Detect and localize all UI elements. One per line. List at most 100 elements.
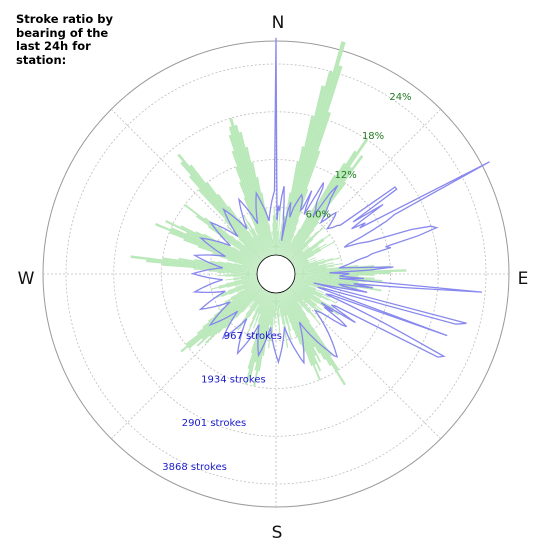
ratio-wedge [294,278,326,288]
ratio-wedge [294,275,367,283]
ratio-wedge [254,292,272,363]
ratio-wedge [242,288,264,313]
ratio-wedge [283,234,295,257]
ratio-wedge [221,281,259,297]
ratio-wedge [284,215,309,258]
ratio-wedge [161,263,258,273]
ratio-wedge [289,286,308,304]
percent-ring-label: 6.0% [306,209,331,220]
ratio-wedge [237,240,262,262]
ratio-wedge [281,291,298,338]
ratio-wedge [242,264,258,270]
ratio-wedge [282,204,304,257]
ratio-wedge [251,290,268,320]
ratio-wedge [293,280,310,286]
ratio-wedge [294,274,375,276]
ratio-wedge [234,263,258,270]
ratio-wedge [280,115,315,256]
ratio-wedge [281,65,343,256]
ratio-wedge [248,221,268,258]
ratio-wedge [267,292,275,349]
ratio-wedge [289,244,308,262]
ratio-wedge [146,259,258,273]
ratio-wedge [271,292,275,333]
ratio-wedge [217,226,262,263]
ratio-wedge [276,215,279,256]
ratio-wedge [248,212,269,257]
ratio-wedge [293,258,308,266]
ratio-wedge [290,245,309,262]
ratio-wedge [194,258,258,271]
ratio-wedge [213,280,259,299]
ratio-wedge [294,265,375,273]
ratio-wedge [284,235,296,258]
ratio-wedge [180,285,262,353]
ratio-wedge [294,258,333,270]
ratio-wedge [268,223,274,256]
ratio-wedge [293,281,323,296]
percent-ring-label: 18% [362,131,384,142]
ratio-wedge [217,240,260,265]
ratio-wedge [294,263,343,272]
ratio-wedge [289,286,314,309]
ratio-wedge [278,292,289,348]
ratio-wedge [195,215,261,263]
ratio-wedge [292,282,322,299]
ratio-wedge [294,276,382,292]
compass-label-s: S [272,523,283,543]
ratio-wedge [291,239,325,264]
ratio-wedge [276,223,277,256]
ratio-wedge [180,225,260,266]
ratio-wedge [165,220,259,266]
ratio-wedge [277,292,280,317]
ratio-wedge [294,264,327,271]
ratio-wedge [244,244,263,262]
ratio-wedge [274,292,276,325]
ratio-wedge [220,280,259,296]
ratio-wedge [231,150,270,257]
ratio-wedge [247,231,266,259]
ratio-wedge [294,275,359,284]
ratio-wedge [187,286,262,349]
ratio-wedge [217,283,260,308]
ratio-wedge [253,288,264,301]
ratio-wedge [256,177,273,256]
polar-labels: N E S W 6.0% 12% 18% 24% 967 strokes 1934 strokes… [18,13,529,543]
ratio-wedge [251,161,273,256]
ratio-wedge [293,281,331,298]
ratio-wedge [258,290,267,305]
ratio-wedge [278,292,282,317]
ratio-wedge [225,276,258,281]
ratio-wedge [265,207,274,256]
ratio-wedge [287,208,328,260]
ratio-wedge [292,283,321,300]
ratio-wedge [238,238,263,262]
ratio-wedge [293,280,324,294]
ratio-wedge [243,215,268,258]
compass-label-w: W [18,269,35,289]
ratio-wedge [285,290,346,386]
ratio-wedge [286,138,368,259]
ratio-wedge [294,262,334,271]
ratio-wedge [279,292,287,332]
ratio-wedge [287,289,303,309]
ratio-wedge [293,257,316,267]
ratio-wedge [225,243,260,265]
ratio-wedge [293,262,310,269]
ratio-wedge [241,276,258,280]
ratio-wedge [280,292,288,316]
ratio-wedge [293,261,309,268]
ratio-wedge [292,282,314,295]
ratio-wedge [253,292,273,387]
ratio-wedge [278,292,284,325]
ratio-wedge [225,283,260,306]
ratio-wedge [238,131,272,256]
ratio-wedge [287,288,298,302]
ratio-wedge [185,285,262,346]
ratio-wedge [290,286,321,314]
ratio-wedge [284,290,316,348]
ratio-wedge [288,287,317,318]
ratio-wedge [247,292,271,369]
ratio-wedge [235,287,264,318]
